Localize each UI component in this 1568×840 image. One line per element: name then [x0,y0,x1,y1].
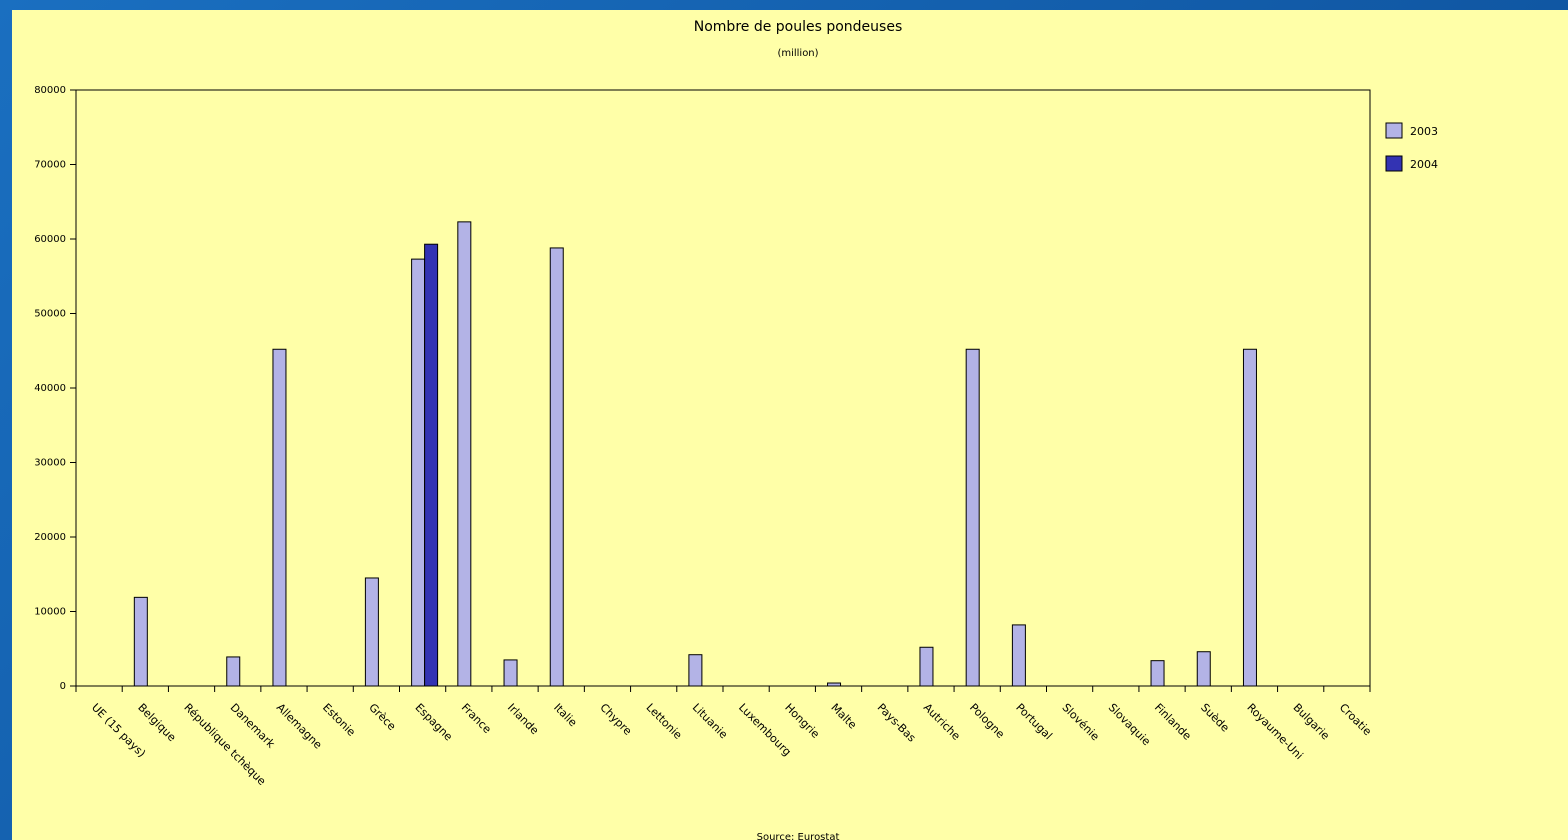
bar [827,682,842,687]
y-tick-label: 0 [60,681,66,692]
y-tick-label: 20000 [34,532,66,543]
bar [919,646,934,687]
bar [1242,348,1257,687]
bar [1196,651,1211,687]
bar [965,348,980,687]
bar [364,577,379,687]
legend-label: 2003 [1410,125,1438,138]
chart-subtitle: (million) [777,48,818,59]
chart-panel [12,10,1568,840]
y-tick-label: 70000 [34,160,66,171]
bar [272,348,287,687]
chart-source: Source: Eurostat [757,832,840,840]
y-tick-label: 50000 [34,309,66,320]
chart-title: Nombre de poules pondeuses [694,19,903,35]
y-tick-label: 10000 [34,607,66,618]
legend-label: 2004 [1410,158,1438,171]
y-tick-label: 60000 [34,234,66,245]
y-tick-label: 40000 [34,383,66,394]
bar [411,258,426,687]
bar [226,656,241,687]
legend-swatch [1385,122,1403,139]
bar [549,247,564,687]
y-tick-label: 30000 [34,458,66,469]
bar [424,243,439,687]
bar [457,221,472,687]
bar [133,596,148,687]
bar [1150,660,1165,687]
bar [688,654,703,687]
bar [1011,624,1026,687]
legend-swatch [1385,155,1403,172]
bar [503,659,518,687]
y-tick-label: 80000 [34,85,66,96]
